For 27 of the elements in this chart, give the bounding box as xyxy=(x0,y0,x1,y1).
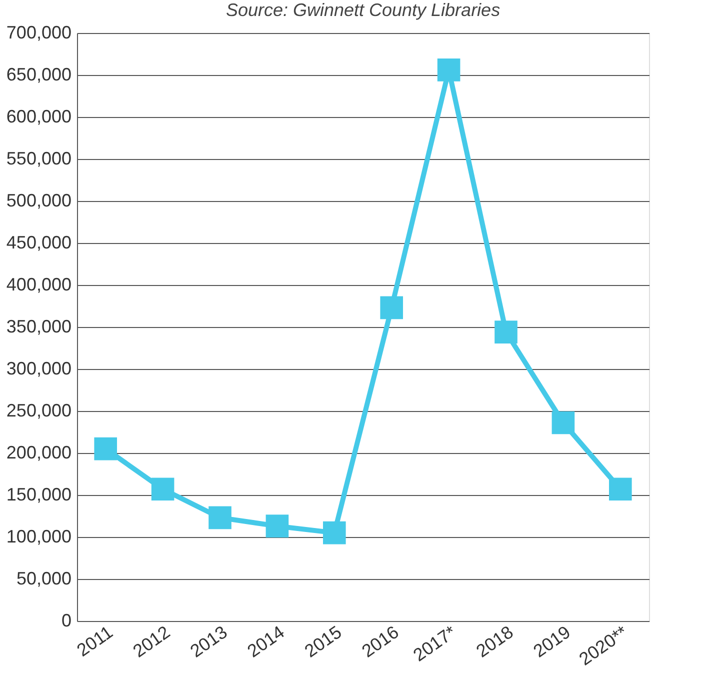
point xyxy=(609,478,632,501)
y-tick-label: 650,000 xyxy=(6,64,72,84)
y-tick-label: 150,000 xyxy=(6,484,72,504)
y-tick-label: 450,000 xyxy=(6,232,72,252)
point xyxy=(323,521,346,544)
y-tick-label: 550,000 xyxy=(6,148,72,168)
y-tick-label: 0 xyxy=(61,610,72,630)
y-tick-label: 100,000 xyxy=(6,526,72,546)
point xyxy=(494,320,518,344)
point xyxy=(94,437,117,460)
point xyxy=(380,296,403,320)
point xyxy=(437,58,460,82)
point xyxy=(266,514,289,538)
y-tick-label: 250,000 xyxy=(6,400,72,420)
source-note: Source: Gwinnett County Libraries xyxy=(226,0,500,20)
y-tick-label: 600,000 xyxy=(6,106,72,126)
y-tick-label: 500,000 xyxy=(6,190,72,210)
y-tick-label: 300,000 xyxy=(6,358,72,378)
point xyxy=(151,478,174,501)
y-tick-label: 50,000 xyxy=(16,568,72,588)
point xyxy=(552,411,575,434)
y-tick-label: 400,000 xyxy=(6,274,72,294)
y-tick-label: 200,000 xyxy=(6,442,72,462)
x-tick-label: 2011 xyxy=(73,622,116,660)
y-tick-label: 350,000 xyxy=(6,316,72,336)
point xyxy=(208,506,232,530)
y-tick-label: 700,000 xyxy=(6,22,72,42)
